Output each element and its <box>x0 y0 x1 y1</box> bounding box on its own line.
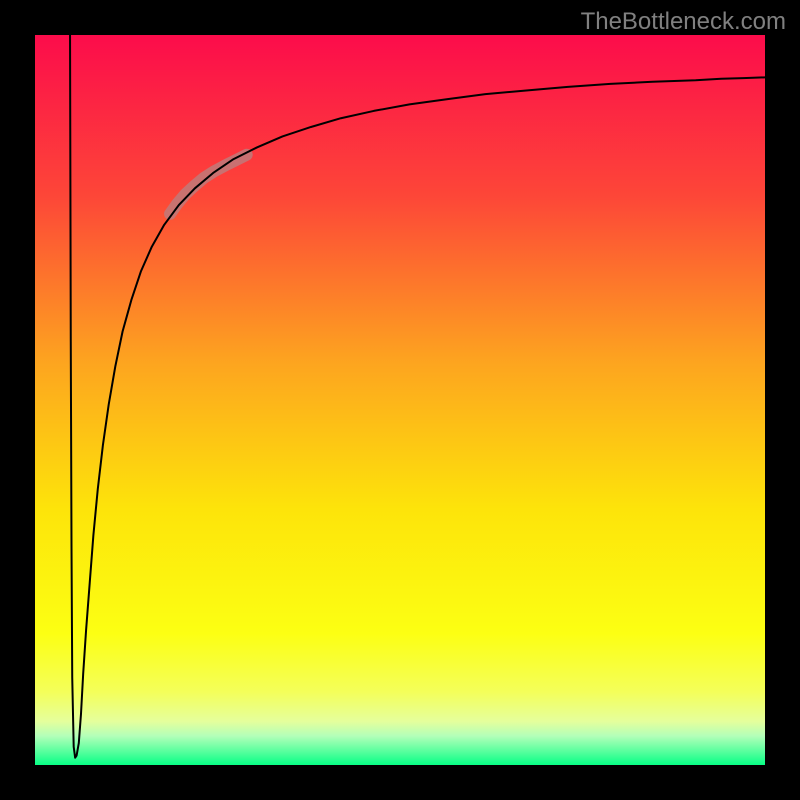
chart-container: TheBottleneck.com <box>0 0 800 800</box>
chart-svg <box>0 0 800 800</box>
watermark-text: TheBottleneck.com <box>581 8 786 36</box>
plot-area <box>35 35 765 765</box>
